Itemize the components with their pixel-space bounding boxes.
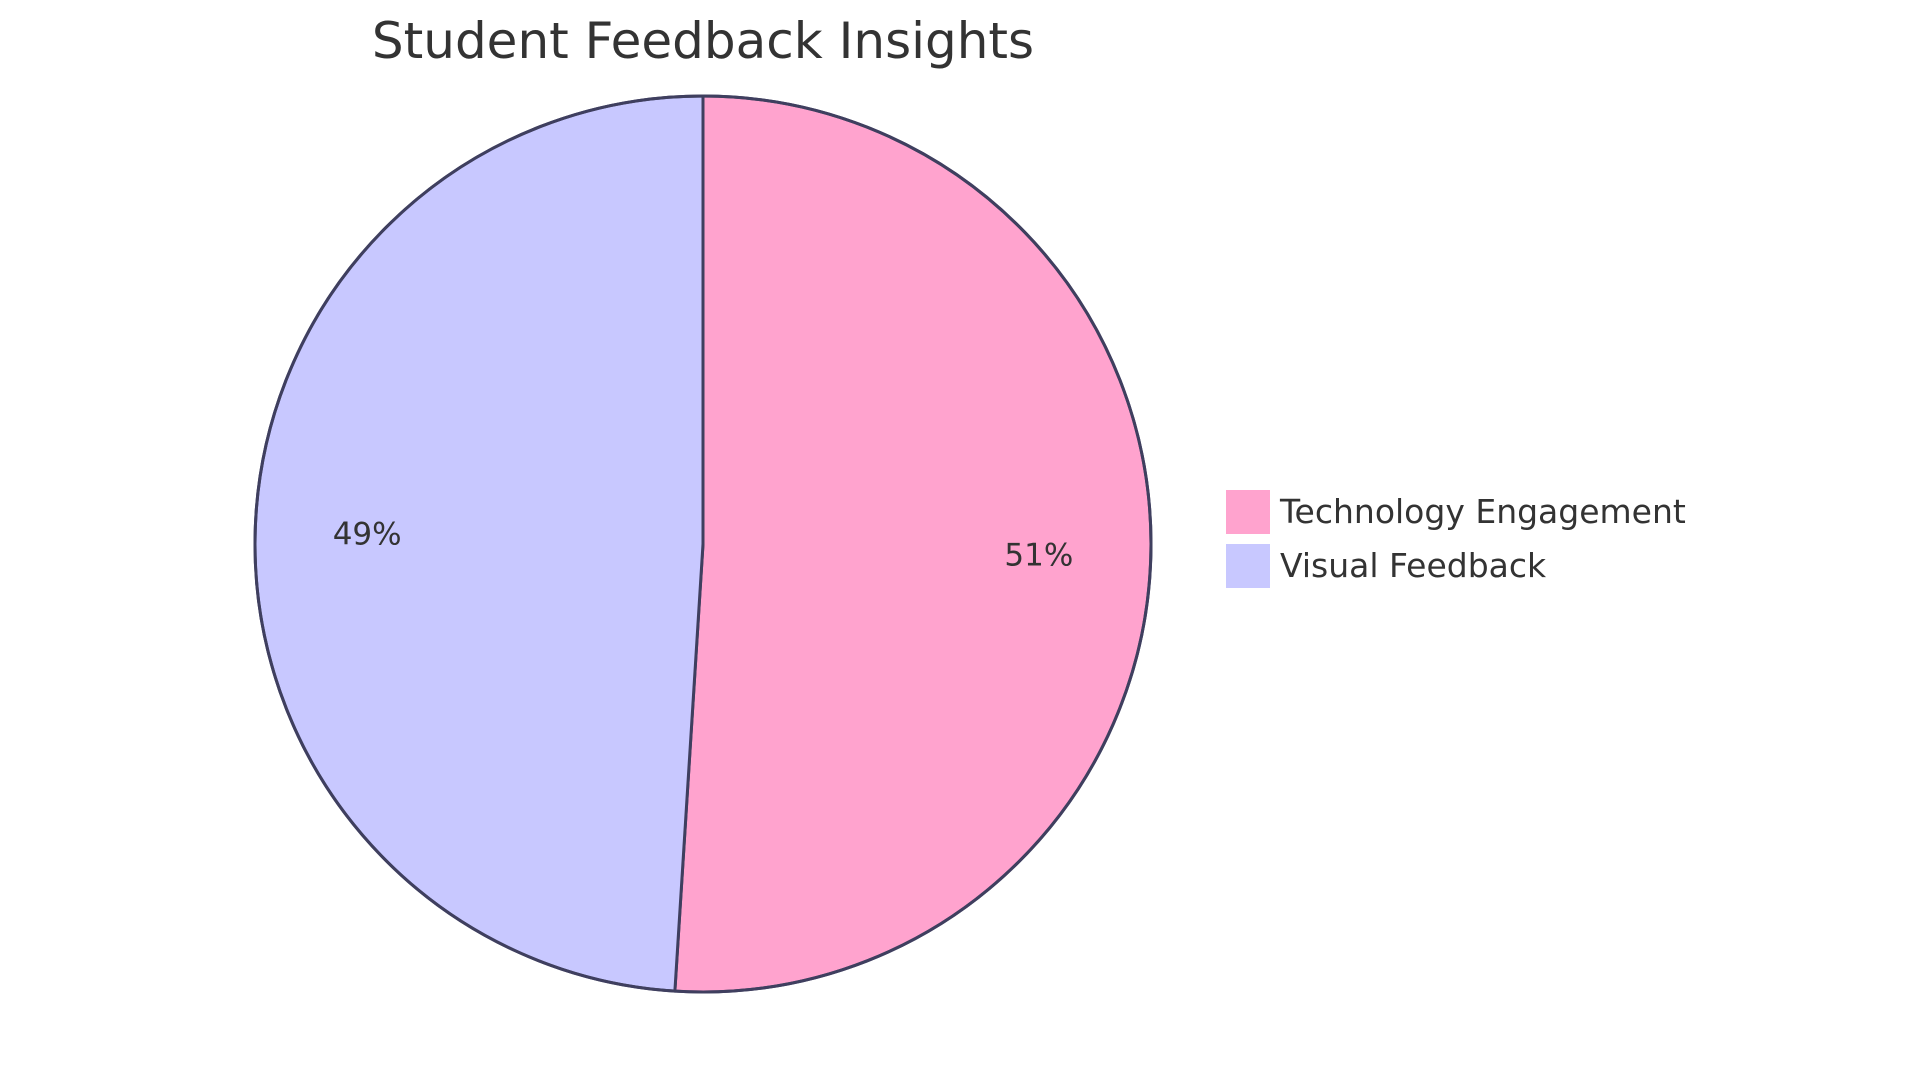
slice-label-technology-engagement: 51%	[1004, 538, 1073, 574]
legend-swatch-technology-engagement	[1226, 490, 1270, 534]
chart-title: Student Feedback Insights	[372, 12, 1034, 70]
pie-slices	[253, 94, 1153, 994]
pie-slice-visual-feedback	[253, 94, 705, 993]
pie-outline	[253, 94, 1153, 994]
pie-slice-labels: 51% 49%	[333, 516, 1074, 573]
legend: Technology Engagement Visual Feedback	[1226, 490, 1686, 588]
legend-label-visual-feedback: Visual Feedback	[1280, 546, 1547, 585]
pie-slice-technology-engagement	[673, 94, 1153, 994]
slice-label-visual-feedback: 49%	[333, 516, 402, 552]
legend-swatch-visual-feedback	[1226, 544, 1270, 588]
legend-label-technology-engagement: Technology Engagement	[1279, 492, 1686, 531]
